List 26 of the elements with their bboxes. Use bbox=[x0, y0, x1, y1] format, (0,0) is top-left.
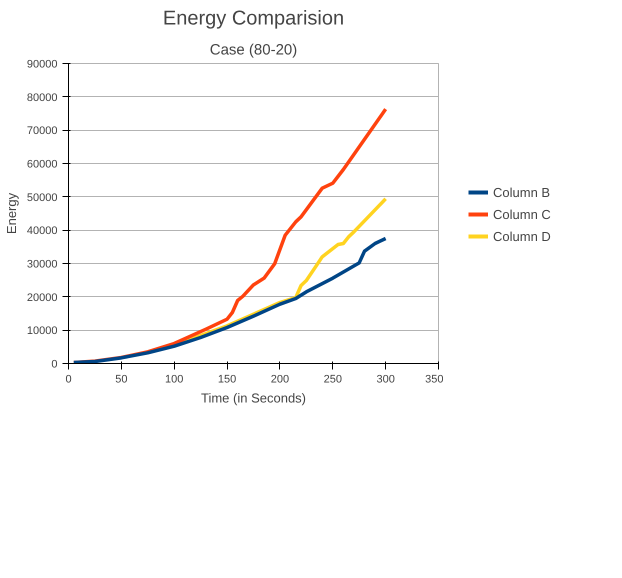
y-tick-label: 50000 bbox=[26, 192, 58, 204]
y-tick-label: 0 bbox=[51, 358, 58, 370]
y-tick-label: 80000 bbox=[26, 92, 58, 104]
x-tick-label: 50 bbox=[115, 374, 128, 386]
y-tick-label: 20000 bbox=[26, 292, 58, 304]
x-tick-label: 250 bbox=[324, 374, 342, 386]
legend-label: Column D bbox=[493, 228, 551, 244]
line-series bbox=[72, 236, 388, 364]
y-tick-label: 60000 bbox=[26, 158, 58, 170]
x-tick-label: 200 bbox=[270, 374, 290, 386]
x-tick-label: 100 bbox=[165, 374, 184, 386]
y-tick-label: 30000 bbox=[26, 258, 58, 270]
x-axis-title: Time (in Seconds) bbox=[201, 390, 306, 406]
y-tick-label: 90000 bbox=[26, 58, 58, 70]
y-tick-label: 70000 bbox=[26, 125, 58, 138]
x-tick-label: 350 bbox=[425, 374, 444, 386]
x-tick-label: 300 bbox=[376, 374, 395, 386]
chart-subtitle: Case (80-20) bbox=[210, 42, 298, 58]
chart-title: Energy Comparision bbox=[162, 8, 344, 30]
y-tick-label: 10000 bbox=[26, 325, 58, 338]
x-tick-label: 0 bbox=[65, 374, 72, 386]
y-tick-label: 40000 bbox=[26, 225, 58, 238]
legend-label: Column C bbox=[493, 206, 551, 222]
y-axis-title: Energy bbox=[4, 192, 19, 234]
legend-label: Column B bbox=[493, 184, 550, 200]
x-tick-label: 150 bbox=[218, 374, 236, 386]
